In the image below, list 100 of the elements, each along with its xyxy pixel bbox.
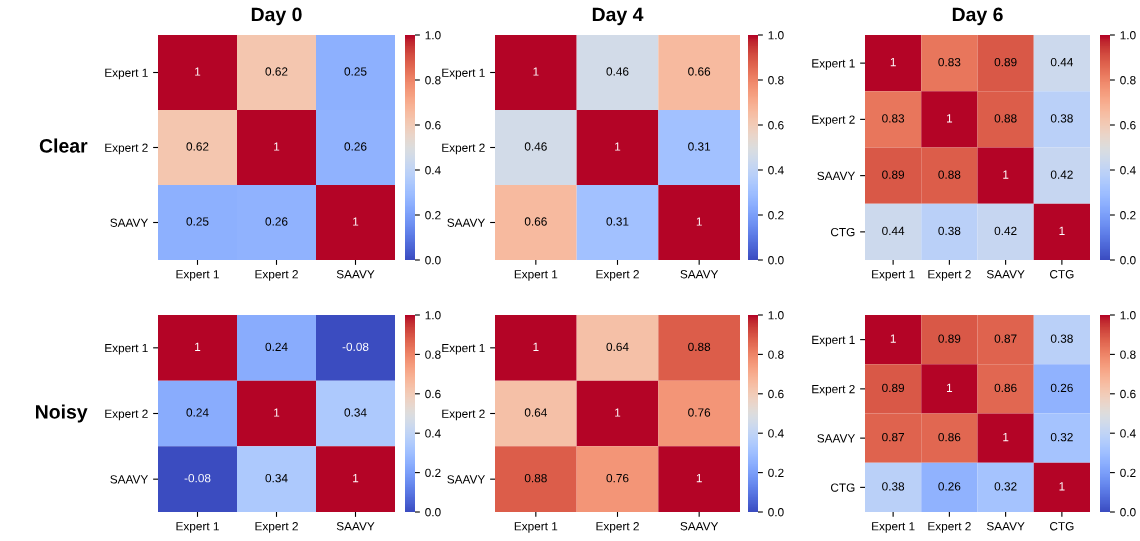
data-label: 0.26 bbox=[344, 142, 367, 151]
data-label: 0.88 bbox=[524, 473, 547, 483]
data-label: 0.88 bbox=[688, 342, 711, 351]
color-bar-label: 1.0 bbox=[425, 311, 441, 320]
y-axis-title: Noisy bbox=[36, 404, 88, 423]
color-bar-label: 0.6 bbox=[425, 389, 441, 399]
data-label: 0.24 bbox=[186, 408, 209, 417]
data-label: 0.38 bbox=[1050, 334, 1073, 343]
y-tick-label: CTG bbox=[830, 483, 855, 492]
data-label: 0.26 bbox=[265, 217, 288, 226]
data-label: 0.86 bbox=[938, 432, 961, 442]
data-label: 0.25 bbox=[344, 67, 367, 76]
y-tick-label: Expert 1 bbox=[105, 68, 148, 80]
data-label: 1 bbox=[946, 383, 953, 392]
y-tick-label: Expert 1 bbox=[812, 335, 855, 347]
data-label: 0.76 bbox=[606, 473, 629, 483]
y-tick-label: CTG bbox=[830, 227, 855, 237]
color-bar-label: 0.2 bbox=[1120, 468, 1136, 477]
data-label: 1 bbox=[1003, 170, 1009, 179]
color-bar-label: 0.0 bbox=[1120, 256, 1136, 265]
data-label: 0.26 bbox=[1050, 383, 1073, 393]
x-tick-label: Expert 2 bbox=[255, 270, 298, 281]
x-tick-label: CTG bbox=[1050, 270, 1074, 279]
data-label: -0.08 bbox=[342, 342, 369, 351]
color-bar-label: 0.4 bbox=[1120, 166, 1136, 175]
data-label: 1 bbox=[195, 67, 201, 76]
data-label: 1 bbox=[533, 342, 539, 351]
x-tick-label: SAAVY bbox=[680, 270, 719, 279]
color-bar-label: 1.0 bbox=[1120, 311, 1136, 320]
data-label: 1 bbox=[274, 408, 280, 417]
y-tick-label: Expert 2 bbox=[812, 115, 855, 127]
x-tick-label: Expert 1 bbox=[514, 522, 558, 533]
color-bar-label: 0.8 bbox=[768, 76, 784, 85]
data-label: 0.32 bbox=[1050, 432, 1073, 442]
x-tick-label: Expert 2 bbox=[255, 522, 298, 533]
color-bar-label: 0.8 bbox=[768, 350, 784, 359]
color-bar-label: 0.0 bbox=[425, 508, 441, 517]
data-label: 0.83 bbox=[882, 114, 905, 123]
x-tick-label: Expert 2 bbox=[596, 522, 639, 533]
color-bar-label: 0.8 bbox=[425, 350, 441, 359]
data-label: 1 bbox=[1003, 433, 1009, 442]
y-tick-label: Expert 2 bbox=[812, 384, 855, 396]
color-bar-label: 0.6 bbox=[1120, 389, 1136, 399]
x-tick-label: Expert 1 bbox=[176, 522, 219, 533]
y-axis-title: Clear bbox=[39, 138, 88, 153]
data-label: 0.83 bbox=[938, 57, 961, 67]
data-label: 0.25 bbox=[186, 217, 209, 226]
color-bar-label: 0.0 bbox=[425, 256, 441, 265]
data-label: 0.26 bbox=[938, 482, 961, 491]
data-label: 0.34 bbox=[344, 408, 367, 417]
y-tick-label: SAAVY bbox=[447, 475, 486, 484]
data-label: 0.66 bbox=[524, 217, 547, 226]
data-label: 0.44 bbox=[1050, 57, 1074, 67]
color-bar-label: 0.6 bbox=[768, 389, 784, 399]
data-label: 0.34 bbox=[265, 473, 288, 483]
data-label: 1 bbox=[615, 408, 621, 417]
data-label: 0.31 bbox=[688, 142, 711, 151]
data-label: 0.87 bbox=[994, 334, 1017, 343]
data-label: 1 bbox=[696, 217, 702, 226]
y-tick-label: Expert 2 bbox=[442, 143, 485, 155]
y-tick-label: SAAVY bbox=[110, 218, 149, 227]
data-label: 0.46 bbox=[606, 67, 629, 76]
y-tick-label: Expert 2 bbox=[442, 409, 485, 421]
x-tick-label: SAAVY bbox=[680, 522, 719, 531]
data-label: 0.42 bbox=[994, 226, 1017, 236]
y-tick-label: Expert 2 bbox=[105, 143, 148, 155]
color-bar-label: 1.0 bbox=[1120, 31, 1136, 40]
data-label: 0.32 bbox=[994, 482, 1017, 491]
y-tick-label: SAAVY bbox=[817, 434, 856, 443]
chart-title: Day 6 bbox=[952, 7, 1003, 26]
color-bar-label: 0.2 bbox=[1120, 211, 1136, 220]
color-bar-label: 0.8 bbox=[1120, 76, 1136, 85]
data-label: 1 bbox=[1059, 226, 1065, 235]
y-tick-label: Expert 2 bbox=[105, 409, 148, 421]
data-label: 1 bbox=[353, 217, 359, 226]
color-bar-label: 1.0 bbox=[768, 31, 784, 40]
data-label: 0.89 bbox=[882, 383, 905, 393]
data-label: 1 bbox=[615, 142, 621, 151]
color-bar-label: 0.8 bbox=[425, 76, 441, 85]
data-label: 1 bbox=[353, 474, 359, 483]
color-bar-label: 1.0 bbox=[425, 31, 441, 40]
data-label: 0.38 bbox=[1050, 114, 1073, 123]
data-label: 1 bbox=[1059, 482, 1065, 491]
chart-title: Day 0 bbox=[251, 7, 302, 26]
data-label: 0.31 bbox=[606, 217, 629, 226]
x-tick-label: Expert 1 bbox=[872, 270, 915, 281]
y-tick-label: Expert 1 bbox=[812, 59, 855, 70]
data-label: 1 bbox=[890, 334, 896, 343]
x-tick-label: Expert 2 bbox=[928, 270, 971, 281]
data-label: 0.64 bbox=[524, 408, 547, 417]
data-label: 0.62 bbox=[265, 67, 288, 76]
y-tick-label: Expert 1 bbox=[442, 68, 485, 80]
y-tick-label: Expert 1 bbox=[442, 343, 485, 355]
color-bar-label: 0.6 bbox=[425, 121, 441, 130]
color-bar-label: 0.4 bbox=[768, 429, 784, 438]
data-label: 1 bbox=[533, 67, 539, 76]
color-bar-label: 0.4 bbox=[425, 429, 441, 438]
data-label: 0.38 bbox=[882, 482, 905, 491]
data-label: 0.44 bbox=[882, 226, 905, 236]
data-label: 1 bbox=[195, 342, 201, 351]
